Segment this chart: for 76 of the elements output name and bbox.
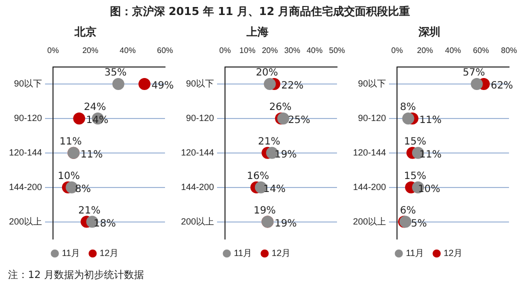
data-label: 8% xyxy=(74,184,91,195)
x-tick-label: 20% xyxy=(262,46,278,56)
legend-label: 11月 xyxy=(62,248,80,258)
data-label: 16% xyxy=(246,170,270,182)
point xyxy=(470,78,483,90)
data-label: 11% xyxy=(419,115,442,126)
x-tick-label: 20% xyxy=(417,46,434,56)
data-label: 21% xyxy=(78,205,100,216)
x-tick-label: 40% xyxy=(445,46,462,56)
y-tick-label: 90以下 xyxy=(186,78,214,89)
data-label: 15% xyxy=(404,136,426,148)
data-label: 11% xyxy=(60,136,82,148)
point xyxy=(402,112,414,124)
data-label: 6% xyxy=(400,205,416,216)
y-tick-label: 144-200 xyxy=(9,182,42,192)
chart-title: 上海 xyxy=(246,26,268,39)
data-label: 11% xyxy=(80,149,103,160)
y-tick-label: 120-144 xyxy=(353,147,386,158)
x-tick-label: 0% xyxy=(219,46,231,56)
text: 注：12 月数据为初步统计数据 xyxy=(8,268,144,282)
y-tick-label: 200以上 xyxy=(9,216,42,226)
data-label: 19% xyxy=(274,218,297,230)
data-label: 22% xyxy=(281,80,304,92)
y-tick-label: 90-120 xyxy=(14,112,42,123)
data-label: 57% xyxy=(462,68,486,79)
legend-label: 11月 xyxy=(406,248,424,258)
x-tick-label: 60% xyxy=(156,46,174,56)
point xyxy=(112,78,124,90)
data-label: 19% xyxy=(254,205,276,216)
data-label: 5% xyxy=(411,218,427,230)
data-label: 24% xyxy=(84,102,106,114)
legend-label: 11月 xyxy=(234,248,252,258)
legend-label: 12月 xyxy=(444,248,463,258)
x-tick-label: 40% xyxy=(306,46,323,56)
chart-title: 深圳 xyxy=(418,26,440,39)
chart-title: 北京 xyxy=(74,26,96,39)
x-tick-label: 0% xyxy=(47,46,59,56)
y-tick-label: 200以上 xyxy=(181,216,214,226)
y-tick-label: 90-120 xyxy=(358,112,386,123)
data-label: 14% xyxy=(263,184,286,195)
data-label: 21% xyxy=(258,136,280,148)
data-label: 8% xyxy=(400,102,416,114)
x-tick-label: 50% xyxy=(328,46,346,56)
x-tick-label: 10% xyxy=(239,46,256,56)
y-tick-label: 120-144 xyxy=(181,147,214,158)
point xyxy=(138,78,150,90)
legend-label: 12月 xyxy=(272,248,291,258)
data-label: 10% xyxy=(58,170,80,182)
data-label: 15% xyxy=(404,170,426,182)
x-tick-label: 30% xyxy=(284,46,300,56)
x-tick-label: 40% xyxy=(120,46,136,56)
data-label: 25% xyxy=(288,115,310,126)
y-tick-label: 144-200 xyxy=(181,182,214,192)
y-tick-label: 90以下 xyxy=(358,78,386,89)
data-label: 18% xyxy=(94,218,116,230)
point xyxy=(73,112,86,124)
y-tick-label: 144-200 xyxy=(353,182,386,192)
data-label: 11% xyxy=(419,149,442,160)
x-tick-label: 20% xyxy=(82,46,98,56)
data-label: 10% xyxy=(418,184,440,195)
data-label: 62% xyxy=(490,80,514,92)
y-tick-label: 200以上 xyxy=(353,216,386,226)
y-tick-label: 90以下 xyxy=(14,78,42,89)
data-label: 26% xyxy=(269,102,292,114)
x-tick-label: 0% xyxy=(391,46,403,56)
x-tick-label: 60% xyxy=(473,46,490,56)
y-tick-label: 90-120 xyxy=(186,112,214,123)
legend-label: 12月 xyxy=(100,248,119,258)
data-label: 19% xyxy=(274,149,297,160)
y-tick-label: 120-144 xyxy=(9,147,42,158)
data-label: 49% xyxy=(151,80,174,92)
point xyxy=(264,78,276,90)
data-label: 20% xyxy=(256,68,278,79)
text: 图：京沪深 2015 年 11 月、12 月商品住宅成交面积段比重 xyxy=(108,4,412,19)
data-label: 35% xyxy=(104,68,127,79)
x-tick-label: 80% xyxy=(500,46,518,56)
